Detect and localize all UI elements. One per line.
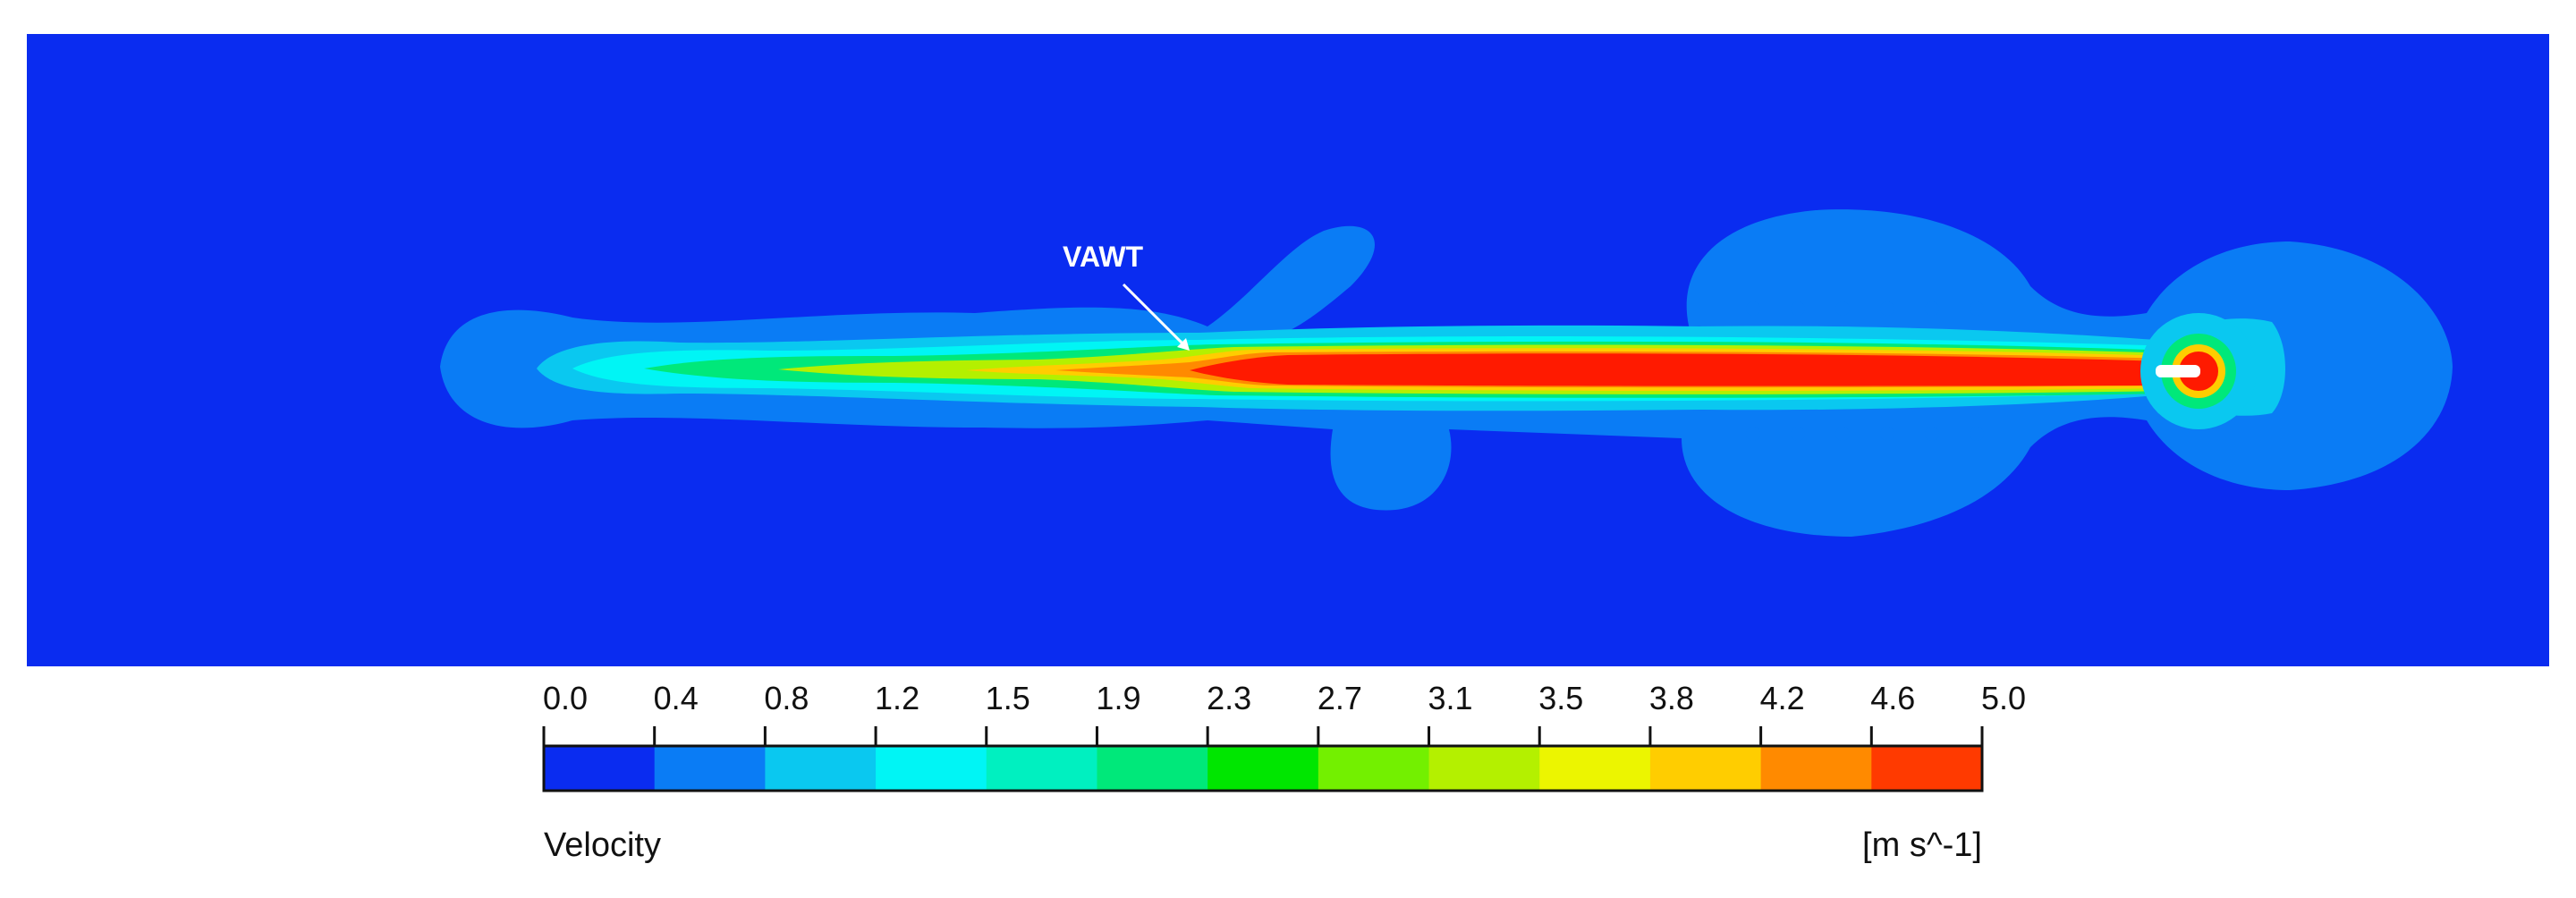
legend-swatch (1097, 746, 1208, 791)
vawt-arrow (1122, 283, 1188, 349)
legend-title: Velocity (544, 826, 661, 864)
legend-swatch (1760, 746, 1872, 791)
legend-colorbar (542, 726, 1984, 792)
legend-swatch (1208, 746, 1319, 791)
legend-swatch (1649, 746, 1762, 791)
vawt-label: VAWT (1063, 241, 1144, 273)
legend-swatch (544, 746, 656, 791)
legend-tick-label: 4.6 (1870, 680, 1916, 716)
legend-tick-label: 2.7 (1317, 680, 1362, 716)
legend-tick-label: 1.2 (875, 680, 920, 716)
legend-units: [m s^-1] (1862, 826, 1982, 864)
legend-swatch (1539, 746, 1651, 791)
legend-swatch (1428, 746, 1540, 791)
nozzle (2156, 365, 2200, 377)
legend-swatch (876, 746, 987, 791)
jet-core (1190, 353, 2182, 386)
legend-tick-label: 3.8 (1648, 680, 1694, 716)
legend-tick-label: 1.5 (985, 680, 1030, 716)
legend-swatch (1871, 746, 1983, 791)
legend-tick-label: 3.1 (1428, 680, 1473, 716)
legend-swatch (654, 746, 766, 791)
legend-tick-label: 5.0 (1980, 680, 2027, 716)
legend-tick-label: 2.3 (1207, 680, 1252, 716)
legend-tick-label: 0.0 (542, 680, 589, 716)
legend-tick-label: 4.2 (1759, 680, 1805, 716)
legend-tick-label: 1.9 (1096, 680, 1141, 716)
legend-swatch (986, 746, 1097, 791)
jet-source (2140, 313, 2257, 429)
legend-frame (542, 744, 1984, 792)
legend-tick-label: 0.8 (764, 680, 809, 716)
vawt-arrowhead (1177, 338, 1190, 351)
legend-swatch (765, 746, 877, 791)
legend-tick-label: 0.4 (653, 680, 699, 716)
legend-swatch (1318, 746, 1430, 791)
eddies (1746, 301, 1984, 441)
legend-tick-label: 3.5 (1538, 680, 1584, 716)
